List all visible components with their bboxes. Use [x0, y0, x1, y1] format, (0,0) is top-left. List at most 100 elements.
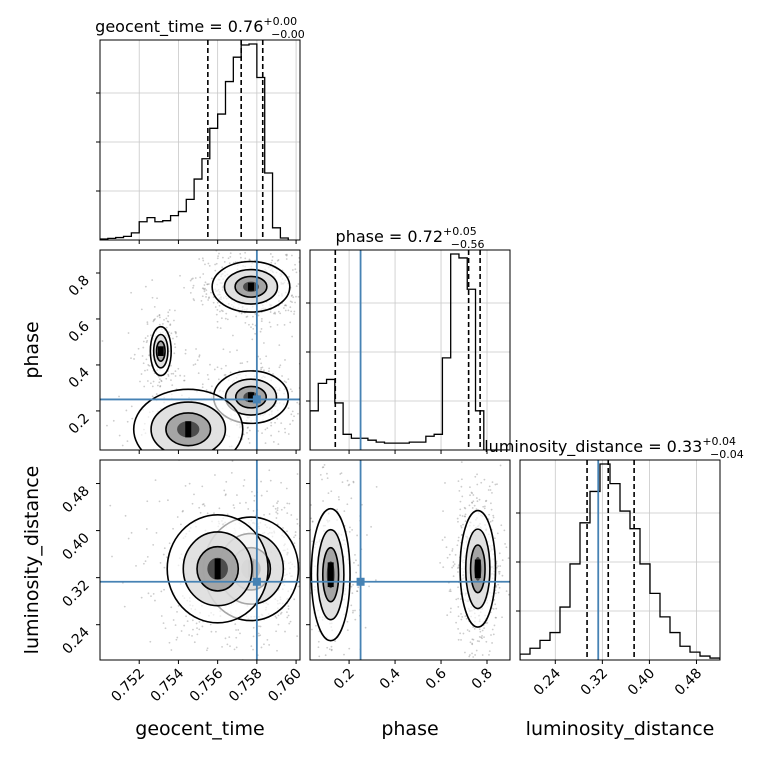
sample-point	[250, 645, 253, 648]
sample-point	[460, 526, 463, 529]
sample-point	[484, 500, 487, 503]
sample-point	[296, 635, 299, 638]
sample-point	[203, 290, 206, 293]
sample-point	[184, 352, 187, 355]
sample-point	[246, 427, 249, 429]
sample-point	[161, 323, 164, 325]
sample-point	[457, 564, 460, 567]
sample-point	[472, 626, 475, 628]
marginal-title-luminosity_distance: luminosity_distance = 0.33+0.04 −0.04	[484, 435, 744, 461]
sample-point	[208, 296, 210, 299]
sample-point	[254, 451, 256, 453]
sample-point	[351, 663, 353, 665]
sample-point	[249, 465, 251, 467]
sample-point	[172, 372, 175, 375]
sample-point	[130, 531, 133, 534]
sample-point	[252, 327, 255, 330]
sample-point	[346, 629, 349, 632]
sample-point	[215, 630, 217, 633]
sample-point	[252, 315, 254, 318]
sample-point	[156, 384, 159, 387]
sample-point	[349, 526, 351, 529]
sample-point	[205, 295, 207, 298]
sample-point	[339, 473, 342, 475]
sample-point	[303, 407, 305, 409]
sample-point	[279, 612, 282, 615]
sample-point	[494, 592, 497, 595]
sample-point	[149, 382, 152, 385]
sample-point	[496, 483, 498, 485]
x-axis-label-phase: phase	[381, 718, 438, 740]
title-plus: +0.05	[443, 225, 477, 238]
sample-point	[170, 372, 173, 375]
sample-point	[127, 332, 130, 334]
sample-point	[472, 500, 475, 503]
sample-point	[184, 484, 187, 487]
sample-point	[159, 385, 162, 387]
x-tick-label: 0.8	[469, 666, 496, 693]
sample-point	[224, 493, 227, 496]
sample-point	[201, 287, 204, 290]
sample-point	[159, 561, 162, 564]
sample-point	[212, 301, 215, 304]
sample-point	[198, 620, 201, 623]
sample-point	[481, 629, 484, 632]
sample-point	[299, 246, 301, 248]
sample-point	[233, 648, 236, 651]
sample-point	[346, 479, 349, 482]
sample-point	[180, 474, 182, 476]
sample-point	[495, 616, 497, 619]
sample-point	[265, 355, 268, 358]
sample-point	[306, 257, 308, 259]
y-tick-label: 0.6	[66, 318, 93, 345]
sample-point	[460, 461, 463, 464]
joint-panel-geocent_time-luminosity_distance	[96, 459, 303, 664]
y-tick-label: 0.4	[66, 364, 93, 391]
sample-point	[196, 359, 199, 362]
sample-point	[177, 604, 180, 607]
sample-point	[239, 256, 242, 259]
sample-point	[483, 636, 485, 639]
y-tick-label: 0.40	[59, 530, 92, 563]
sample-point	[260, 328, 263, 330]
sample-point	[472, 494, 475, 496]
sample-point	[289, 388, 292, 391]
sample-point	[216, 366, 219, 369]
density-peak	[247, 392, 254, 402]
sample-point	[488, 653, 490, 656]
sample-point	[319, 473, 322, 476]
panel-frame	[99, 249, 301, 451]
sample-point	[465, 617, 468, 620]
sample-point	[165, 326, 168, 329]
sample-point	[263, 369, 265, 372]
sample-point	[280, 481, 282, 484]
sample-point	[304, 261, 306, 263]
sample-point	[243, 479, 246, 481]
sample-point	[292, 523, 294, 525]
sample-point	[167, 311, 170, 314]
sample-point	[455, 598, 458, 601]
sample-point	[169, 323, 172, 326]
sample-point	[268, 321, 271, 324]
sample-point	[287, 614, 290, 617]
title-minus: −0.04	[710, 448, 744, 461]
sample-point	[144, 285, 147, 288]
sample-point	[202, 259, 205, 262]
sample-point	[475, 649, 478, 652]
sample-point	[179, 496, 181, 498]
sample-point	[457, 539, 460, 542]
sample-point	[176, 516, 179, 518]
sample-point	[285, 381, 287, 384]
sample-point	[270, 261, 273, 264]
sample-point	[146, 339, 149, 342]
sample-point	[301, 569, 303, 571]
sample-point	[501, 559, 504, 562]
sample-point	[160, 476, 162, 478]
sample-point	[269, 325, 272, 328]
sample-point	[368, 585, 370, 588]
sample-point	[178, 476, 180, 478]
sample-point	[259, 330, 262, 333]
sample-point	[340, 472, 343, 475]
sample-point	[158, 316, 161, 319]
